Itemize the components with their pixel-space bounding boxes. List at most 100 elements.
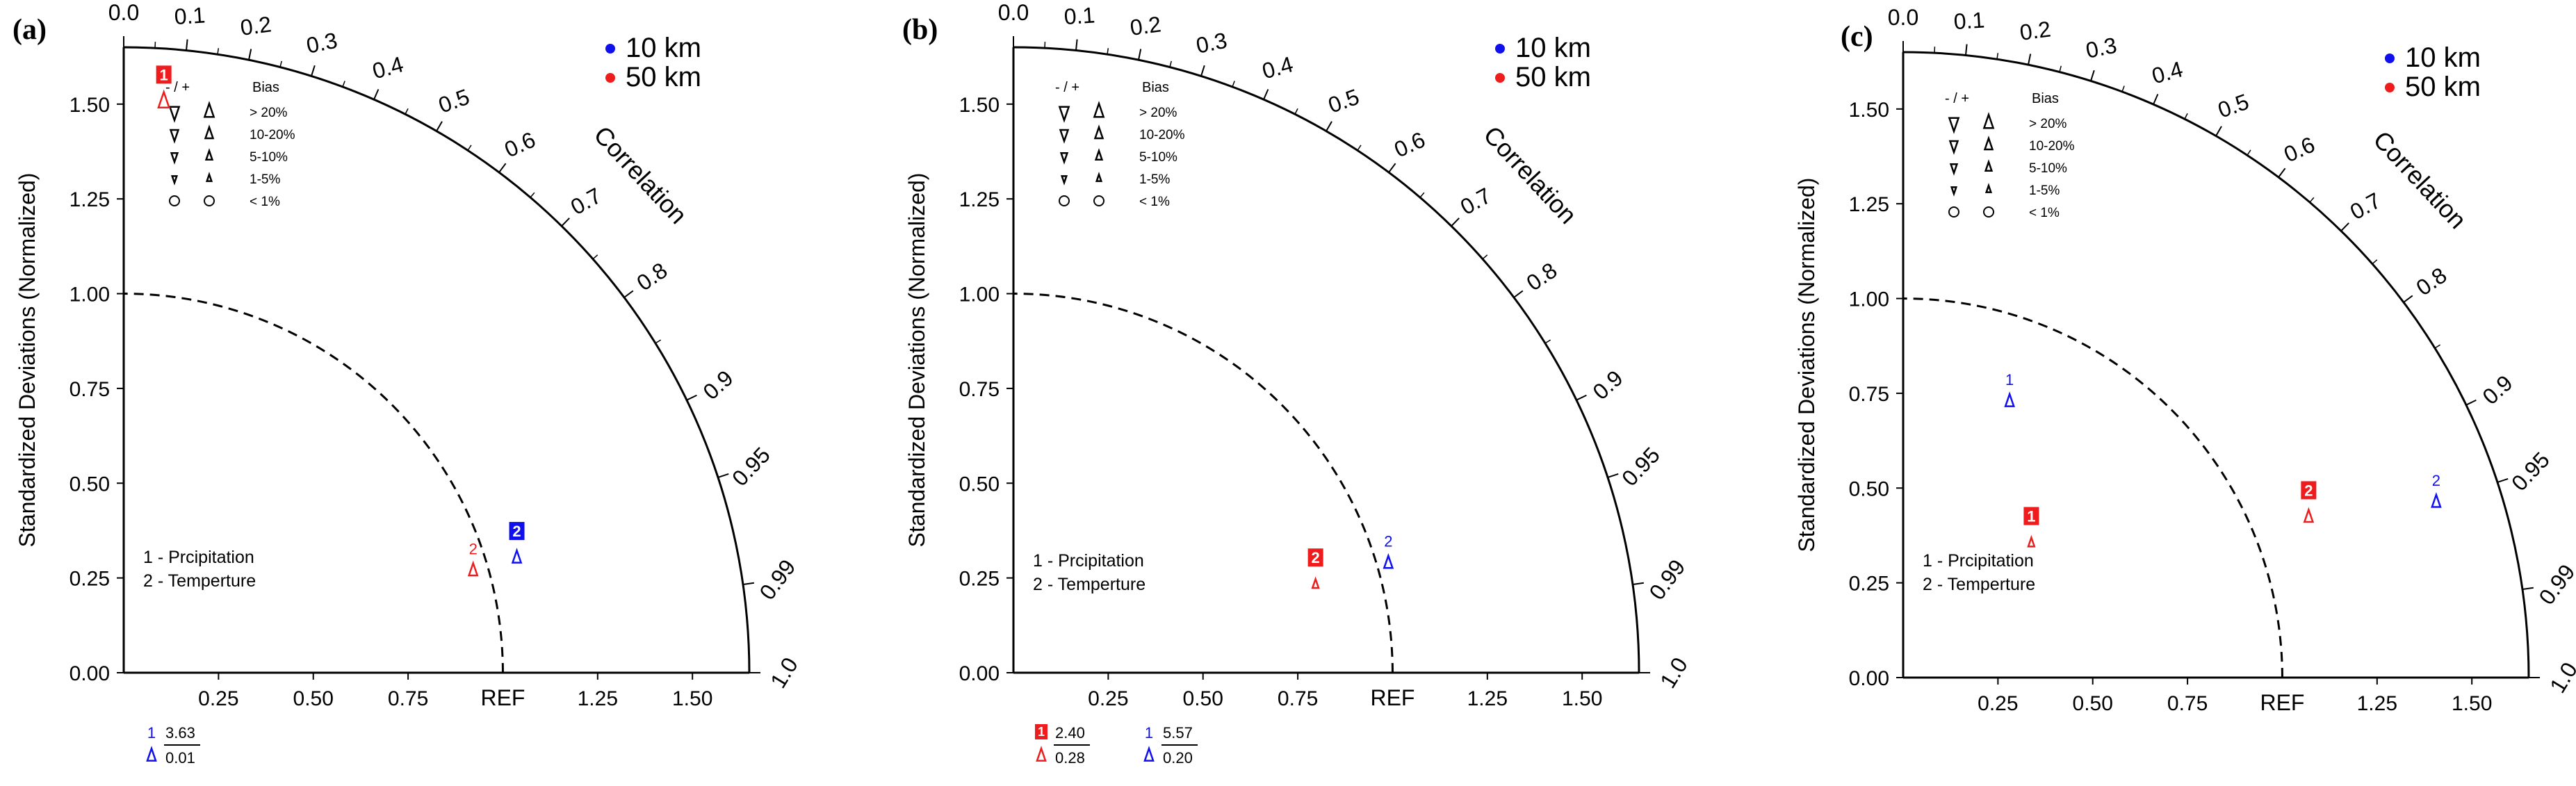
panel-label: (b) [902,14,938,46]
bias-legend-signs: - / + [1055,80,1079,95]
data-point-bias-icon [511,548,523,564]
correlation-tick-label: 0.6 [1390,127,1428,163]
correlation-tick-label: 0.99 [2534,559,2576,609]
data-point-bias-icon [467,560,479,577]
offscale-std: 2.40 [1055,724,1085,742]
data-point: 1 [2004,371,2015,407]
bias-down-icon [1058,106,1070,123]
correlation-minor-tick [623,293,630,298]
correlation-tick-label: 0.3 [1194,28,1230,58]
correlation-minor-tick [186,44,188,51]
data-point-bias-icon [1311,576,1320,589]
legend-series-marker [2385,54,2395,63]
bias-legend-header: Bias [1142,80,1169,95]
y-tick-label: 0.00 [1849,667,1889,690]
data-point-case-label: 1 [160,66,168,83]
correlation-tick-label: 0.8 [632,258,671,296]
y-tick-label: 0.75 [959,378,1000,401]
y-tick-label: 1.50 [959,94,1000,117]
x-tick-label: 0.75 [2167,692,2208,715]
bias-legend-label: 10-20% [250,128,295,142]
correlation-minor-tick [498,167,504,173]
bias-circle-icon [1983,206,1994,218]
correlation-minor-tick [311,69,314,76]
reference-arc [1013,293,1394,673]
correlation-tick-label: 0.4 [2149,56,2185,88]
offscale-bias-icon [146,746,157,762]
legend-series-label: 50 km [1515,62,1591,92]
correlation-minor-tick [2090,74,2094,81]
y-tick-label: 1.00 [959,284,1000,306]
data-point-case-label: 2 [2432,472,2440,489]
data-point-case-box [156,65,172,84]
bias-legend-label: < 1% [1139,195,1170,209]
legend-series-marker [1495,73,1505,83]
correlation-tick-label: 0.0 [1888,5,1918,30]
taylor-panel-1: (a) 0.00 0.25 0.50 0.75 1.00 1.25 1.50 0.25 0.50 0… [13,0,803,767]
bias-legend-signs: - / + [1945,91,1969,106]
bias-legend-label: < 1% [2029,206,2060,220]
correlation-minor-tick [530,192,535,198]
correlation-minor-tick [2309,197,2315,203]
case-label: 2 - Temperture [1033,575,1146,594]
data-point-bias-icon [157,89,171,109]
bias-legend-label: 1-5% [250,172,280,187]
bias-legend-label: > 20% [1139,106,1177,120]
correlation-minor-tick [342,81,345,88]
bias-up-icon [1093,101,1105,118]
panel-label: (a) [13,14,47,46]
offscale-bias-icon [1143,746,1155,762]
legend-series-marker [605,44,615,54]
bias-legend-label: 10-20% [2029,139,2075,154]
bias-up-icon [1983,136,1994,151]
bias-down-icon [168,106,181,123]
correlation-title: Correlation [2368,125,2472,234]
correlation-tick-label: 0.8 [2411,263,2451,301]
correlation-arc [1013,46,1640,673]
correlation-minor-tick [436,125,441,131]
ref-label: REF [480,685,525,710]
correlation-tick-label: 0.9 [1588,366,1627,404]
bias-legend-label: 5-10% [1139,150,1177,165]
x-tick-label: 0.75 [388,687,428,710]
correlation-tick-label: 0.7 [1456,183,1495,220]
offscale-corr: 0.20 [1163,749,1193,767]
correlation-tick-label: 0.95 [2506,447,2554,496]
data-point-case-box [1307,548,1323,567]
correlation-tick-label: 0.1 [1063,2,1096,29]
correlation-minor-tick [717,475,724,478]
data-point-case-label: 2 [1384,533,1392,550]
offscale-point: 1 2.40 0.28 [1035,724,1090,767]
y-tick-label: 0.00 [959,662,1000,685]
bias-down-icon [1950,186,1958,197]
correlation-minor-tick [2153,98,2157,105]
x-tick-label: 0.25 [1088,687,1128,710]
correlation-tick [742,582,754,586]
y-axis-title: Standardized Deviations (Normalized) [1794,178,1819,552]
offscale-corr: 0.01 [165,749,195,767]
bias-up-icon [1984,183,1993,193]
correlation-minor-tick [1388,167,1394,173]
bias-legend-label: 1-5% [2029,183,2060,198]
bias-up-icon [204,148,214,161]
correlation-tick-label: 0.99 [1644,555,1690,604]
data-point-bias-icon [2431,492,2442,508]
bias-down-icon [169,129,180,144]
correlation-minor-tick [1294,108,1298,115]
bias-legend-header: Bias [2032,91,2059,106]
bias-down-icon [1948,117,1960,134]
correlation-tick-label: 1.0 [2545,658,2576,698]
y-tick-label: 1.50 [1849,99,1889,122]
reference-arc [123,293,504,673]
correlation-minor-tick [1200,69,1204,76]
correlation-minor-tick [2121,85,2125,92]
legend-series-label: 10 km [1515,33,1591,63]
data-point: 2 [1307,548,1323,589]
x-tick-label: 0.75 [1278,687,1318,710]
correlation-tick-label: 0.5 [2215,89,2252,123]
bias-up-icon [1984,159,1994,172]
bias-legend-header: Bias [252,80,279,95]
case-label: 1 - Prcipitation [1923,551,2034,571]
correlation-tick-label: 0.99 [754,555,800,604]
